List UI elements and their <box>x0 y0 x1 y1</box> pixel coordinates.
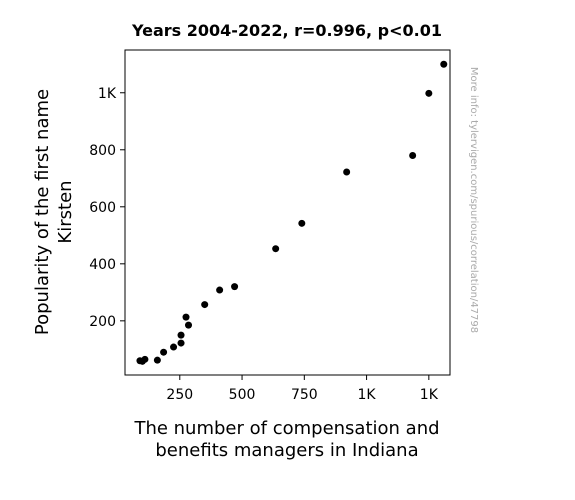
data-point <box>440 60 448 68</box>
chart-title: Years 2004-2022, r=0.996, p<0.01 <box>131 21 442 40</box>
x-tick-label: 1K <box>420 387 439 403</box>
data-point <box>343 168 351 176</box>
data-point <box>425 89 433 97</box>
y-tick-label: 400 <box>89 257 116 273</box>
x-tick-label: 750 <box>291 387 318 403</box>
y-axis-label-line-1: Popularity of the first name <box>32 89 53 335</box>
x-tick-label: 500 <box>229 387 256 403</box>
data-point <box>170 343 178 351</box>
data-point <box>185 321 193 329</box>
data-point <box>177 331 185 339</box>
y-tick-label: 800 <box>89 143 116 159</box>
x-tick-label: 1K <box>358 387 377 403</box>
x-tick-label: 250 <box>166 387 193 403</box>
y-tick-label: 1K <box>98 86 117 102</box>
y-axis-ticks: 200 400 600 800 1K <box>89 86 125 330</box>
x-axis-label-line-1: The number of compensation and <box>133 418 439 439</box>
x-axis-ticks: 250 500 750 1K 1K <box>166 375 439 403</box>
data-point <box>153 356 161 364</box>
y-axis-label-line-2: Kirsten <box>55 180 76 243</box>
data-point <box>141 355 149 363</box>
y-tick-label: 600 <box>89 200 116 216</box>
data-point <box>160 348 168 356</box>
y-tick-label: 200 <box>89 314 116 330</box>
data-point <box>409 151 417 159</box>
data-point <box>231 283 239 291</box>
data-points <box>136 60 448 365</box>
data-point <box>216 286 224 294</box>
watermark-text: More info: tylervigen.com/spurious/corre… <box>468 67 479 333</box>
data-point <box>201 301 209 309</box>
data-point <box>177 339 185 347</box>
data-point <box>298 219 306 227</box>
plot-area-frame <box>124 49 451 376</box>
data-point <box>272 245 280 253</box>
data-point <box>182 313 190 321</box>
x-axis-label-line-2: benefits managers in Indiana <box>155 440 418 461</box>
